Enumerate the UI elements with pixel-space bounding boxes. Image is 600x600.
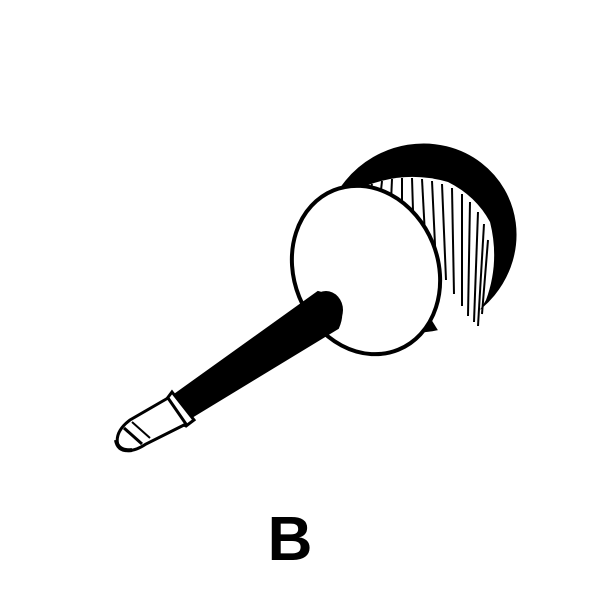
shaft xyxy=(168,290,343,420)
figure-label: B xyxy=(267,505,313,574)
screwdriver-tip xyxy=(114,396,189,453)
